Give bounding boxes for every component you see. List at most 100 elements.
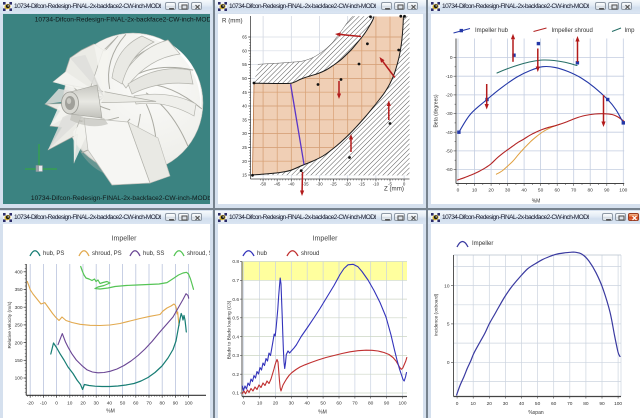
svg-text:70: 70 <box>352 401 358 407</box>
svg-text:Impeller: Impeller <box>472 241 493 247</box>
svg-text:Blade to Blade loading (C3): Blade to Blade loading (C3) <box>227 300 233 359</box>
svg-text:200: 200 <box>15 340 23 346</box>
svg-text:300: 300 <box>15 305 23 311</box>
svg-text:50: 50 <box>535 401 541 407</box>
svg-text:150: 150 <box>15 358 23 364</box>
svg-text:10: 10 <box>472 188 478 194</box>
svg-text:0: 0 <box>403 182 406 187</box>
svg-text:100: 100 <box>15 376 23 382</box>
svg-text:25: 25 <box>242 145 247 150</box>
svg-text:-10: -10 <box>446 74 453 80</box>
svg-text:0.2: 0.2 <box>232 372 239 378</box>
svg-text:40: 40 <box>305 401 311 407</box>
svg-text:0: 0 <box>242 401 245 407</box>
svg-text:10: 10 <box>257 401 263 407</box>
svg-text:10: 10 <box>444 283 450 289</box>
svg-text:60: 60 <box>336 401 342 407</box>
svg-text:80: 80 <box>588 188 594 194</box>
svg-text:350: 350 <box>15 287 23 293</box>
svg-text:Impeller shroud: Impeller shroud <box>552 28 593 34</box>
svg-text:60: 60 <box>242 48 247 53</box>
svg-text:-10: -10 <box>40 400 47 406</box>
svg-text:100: 100 <box>185 400 193 406</box>
svg-text:Impeller hub: Impeller hub <box>475 28 509 34</box>
svg-text:20: 20 <box>273 401 279 407</box>
svg-text:-5: -5 <box>388 182 392 187</box>
svg-text:0: 0 <box>447 360 450 366</box>
svg-text:70: 70 <box>567 401 573 407</box>
svg-text:80: 80 <box>160 400 166 406</box>
svg-text:Beta (degrees): Beta (degrees) <box>434 94 440 127</box>
svg-text:10: 10 <box>67 400 73 406</box>
svg-text:0.4: 0.4 <box>232 334 239 340</box>
svg-text:-20: -20 <box>27 400 34 406</box>
svg-text:40: 40 <box>242 104 247 109</box>
svg-text:50: 50 <box>538 188 544 194</box>
svg-text:10734-Difcon-Redesign-FINAL-2x: 10734-Difcon-Redesign-FINAL-2x-backface2… <box>31 195 210 202</box>
svg-text:30: 30 <box>94 400 100 406</box>
svg-text:45: 45 <box>242 90 247 95</box>
svg-text:20: 20 <box>488 188 494 194</box>
svg-text:40: 40 <box>521 188 527 194</box>
svg-text:0: 0 <box>456 401 459 407</box>
svg-text:-60: -60 <box>446 167 453 173</box>
svg-text:20: 20 <box>242 159 247 164</box>
svg-text:30: 30 <box>505 188 511 194</box>
svg-text:30: 30 <box>289 401 295 407</box>
svg-text:80: 80 <box>368 401 374 407</box>
svg-text:20: 20 <box>487 401 493 407</box>
svg-text:shroud, SS: shroud, SS <box>187 251 210 257</box>
svg-text:50: 50 <box>320 401 326 407</box>
svg-text:60: 60 <box>133 400 139 406</box>
svg-text:5: 5 <box>447 322 450 328</box>
svg-text:0.1: 0.1 <box>232 391 239 397</box>
svg-text:80: 80 <box>583 401 589 407</box>
svg-text:hub, PS: hub, PS <box>43 251 64 257</box>
svg-text:shroud, PS: shroud, PS <box>92 251 122 257</box>
svg-text:65: 65 <box>242 35 247 40</box>
svg-text:30: 30 <box>242 131 247 136</box>
svg-text:90: 90 <box>599 401 605 407</box>
svg-text:100: 100 <box>398 401 406 407</box>
svg-text:Z (mm): Z (mm) <box>384 186 404 193</box>
svg-text:-50: -50 <box>446 149 453 155</box>
svg-text:-20: -20 <box>446 93 453 99</box>
svg-text:35: 35 <box>242 117 247 122</box>
svg-text:shroud: shroud <box>301 251 319 257</box>
svg-text:0: 0 <box>457 188 460 194</box>
svg-text:90: 90 <box>604 188 610 194</box>
svg-text:90: 90 <box>384 401 390 407</box>
svg-text:Imp: Imp <box>625 28 636 34</box>
svg-text:0.7: 0.7 <box>232 278 239 284</box>
svg-text:-45: -45 <box>274 182 281 187</box>
svg-text:40: 40 <box>107 400 113 406</box>
svg-text:-30: -30 <box>316 182 323 187</box>
svg-text:40: 40 <box>519 401 525 407</box>
svg-text:-15: -15 <box>359 182 366 187</box>
svg-text:0.3: 0.3 <box>232 353 239 359</box>
svg-text:55: 55 <box>242 62 247 67</box>
svg-text:%M: %M <box>106 409 115 415</box>
svg-text:70: 70 <box>146 400 152 406</box>
svg-text:%M: %M <box>532 199 541 205</box>
svg-text:Incidence (onboard): Incidence (onboard) <box>434 293 440 336</box>
svg-text:70: 70 <box>571 188 577 194</box>
svg-text:400: 400 <box>15 270 23 276</box>
svg-text:50: 50 <box>120 400 126 406</box>
svg-text:0.6: 0.6 <box>232 297 239 303</box>
svg-text:0: 0 <box>55 400 58 406</box>
svg-text:90: 90 <box>173 400 179 406</box>
svg-text:0: 0 <box>450 55 453 61</box>
svg-text:60: 60 <box>555 188 561 194</box>
svg-text:R (mm): R (mm) <box>222 18 243 25</box>
svg-text:0.5: 0.5 <box>232 316 239 322</box>
svg-text:hub: hub <box>257 251 268 257</box>
svg-text:Impeller: Impeller <box>313 236 339 243</box>
svg-text:100: 100 <box>619 188 627 194</box>
svg-text:Relative velocity (m/s): Relative velocity (m/s) <box>7 301 13 348</box>
svg-text:-25: -25 <box>330 182 337 187</box>
svg-text:-40: -40 <box>288 182 295 187</box>
svg-text:-20: -20 <box>345 182 352 187</box>
svg-text:20: 20 <box>80 400 86 406</box>
svg-text:50: 50 <box>242 76 247 81</box>
